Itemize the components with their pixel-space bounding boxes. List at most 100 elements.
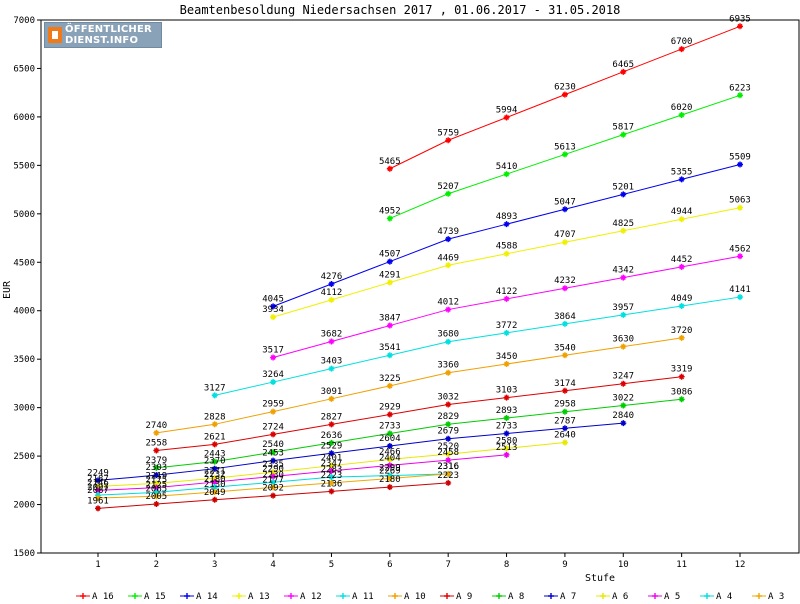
data-point [620, 227, 627, 234]
legend-marker [288, 593, 294, 599]
data-label: 4291 [379, 271, 401, 281]
x-tick-label: 4 [270, 560, 275, 570]
data-label: 3264 [262, 370, 284, 380]
data-label: 2640 [554, 431, 576, 441]
data-point [503, 394, 510, 401]
data-label: 3174 [554, 379, 576, 389]
data-point [211, 475, 218, 482]
data-label: 3680 [437, 330, 459, 340]
data-label: 3450 [496, 352, 518, 362]
series-line-A_11 [214, 296, 741, 396]
legend-label: A_10 [404, 592, 426, 600]
data-point [153, 447, 160, 454]
data-point [678, 111, 685, 118]
data-point [153, 429, 160, 436]
data-label: 4739 [437, 227, 459, 237]
data-point [737, 23, 743, 30]
data-point [270, 449, 277, 456]
data-label: 2092 [262, 484, 284, 494]
x-tick-label: 3 [212, 560, 217, 570]
y-tick-label: 4500 [13, 258, 35, 268]
data-label: 2679 [437, 427, 459, 437]
data-label: 4342 [612, 266, 634, 276]
data-label: 4562 [729, 244, 751, 254]
data-label: 2733 [379, 422, 401, 432]
data-point [445, 470, 452, 477]
data-point [386, 165, 393, 172]
data-point [386, 258, 393, 265]
data-point [95, 505, 101, 512]
data-label: 4122 [496, 287, 518, 297]
data-point [737, 294, 743, 301]
x-tick-label: 8 [504, 560, 509, 570]
data-label: 5355 [671, 167, 693, 177]
data-point [445, 236, 452, 243]
data-label: 2177 [262, 475, 284, 485]
data-point [270, 431, 277, 438]
data-label: 4952 [379, 206, 401, 216]
legend-label: A_14 [196, 592, 218, 600]
data-label: 5465 [379, 157, 401, 167]
legend-marker [392, 593, 398, 599]
data-point [328, 462, 335, 469]
data-point [211, 392, 218, 399]
data-label: 3403 [321, 357, 343, 367]
data-label: 2136 [321, 479, 343, 489]
data-label: 3517 [262, 346, 284, 356]
data-label: 5207 [437, 182, 459, 192]
data-label: 4469 [437, 253, 459, 263]
data-point [95, 487, 101, 494]
data-point [503, 295, 510, 302]
data-point [386, 462, 393, 469]
data-label: 2453 [262, 449, 284, 459]
data-label: 3541 [379, 343, 401, 353]
x-tick-label: 9 [562, 560, 567, 570]
legend-label: A_4 [716, 592, 732, 600]
data-label: 4276 [321, 272, 343, 282]
data-label: 3772 [496, 321, 518, 331]
data-label: 5509 [729, 152, 751, 162]
y-tick-label: 3500 [13, 355, 35, 365]
x-tick-label: 2 [154, 560, 159, 570]
logo-mark-icon [48, 27, 62, 43]
data-label: 4452 [671, 255, 693, 265]
data-point [503, 329, 510, 336]
data-point [95, 477, 101, 484]
data-point [445, 479, 452, 486]
data-label: 2724 [262, 422, 284, 432]
data-point [386, 411, 393, 418]
data-label: 5759 [437, 128, 459, 138]
legend-label: A_9 [456, 592, 472, 600]
x-tick-label: 10 [618, 560, 629, 570]
data-point [678, 396, 685, 403]
data-label: 2513 [496, 443, 518, 453]
data-label: 4707 [554, 230, 576, 240]
data-label: 6230 [554, 83, 576, 93]
series-line-A_8 [156, 398, 682, 469]
data-point [445, 369, 452, 376]
data-point [153, 464, 160, 471]
data-point [678, 302, 685, 309]
legend-marker [496, 593, 502, 599]
data-point [153, 489, 160, 496]
y-tick-label: 4000 [13, 307, 35, 317]
data-label: 6935 [729, 14, 751, 24]
y-tick-label: 6000 [13, 113, 35, 123]
x-tick-label: 11 [676, 560, 687, 570]
data-label: 2223 [321, 471, 343, 481]
x-axis-label: Stufe [585, 573, 615, 584]
data-point [620, 380, 627, 387]
data-label: 3225 [379, 374, 401, 384]
data-point [270, 457, 277, 464]
data-label: 6223 [729, 83, 751, 93]
data-label: 2740 [146, 421, 168, 431]
data-label: 2787 [554, 416, 576, 426]
data-point [211, 421, 218, 428]
data-label: 2529 [321, 441, 343, 451]
data-label: 2621 [204, 432, 226, 442]
legend-marker [652, 593, 658, 599]
data-point [328, 338, 335, 345]
data-label: 4232 [554, 276, 576, 286]
data-label: 2959 [262, 400, 284, 410]
data-point [153, 501, 160, 508]
